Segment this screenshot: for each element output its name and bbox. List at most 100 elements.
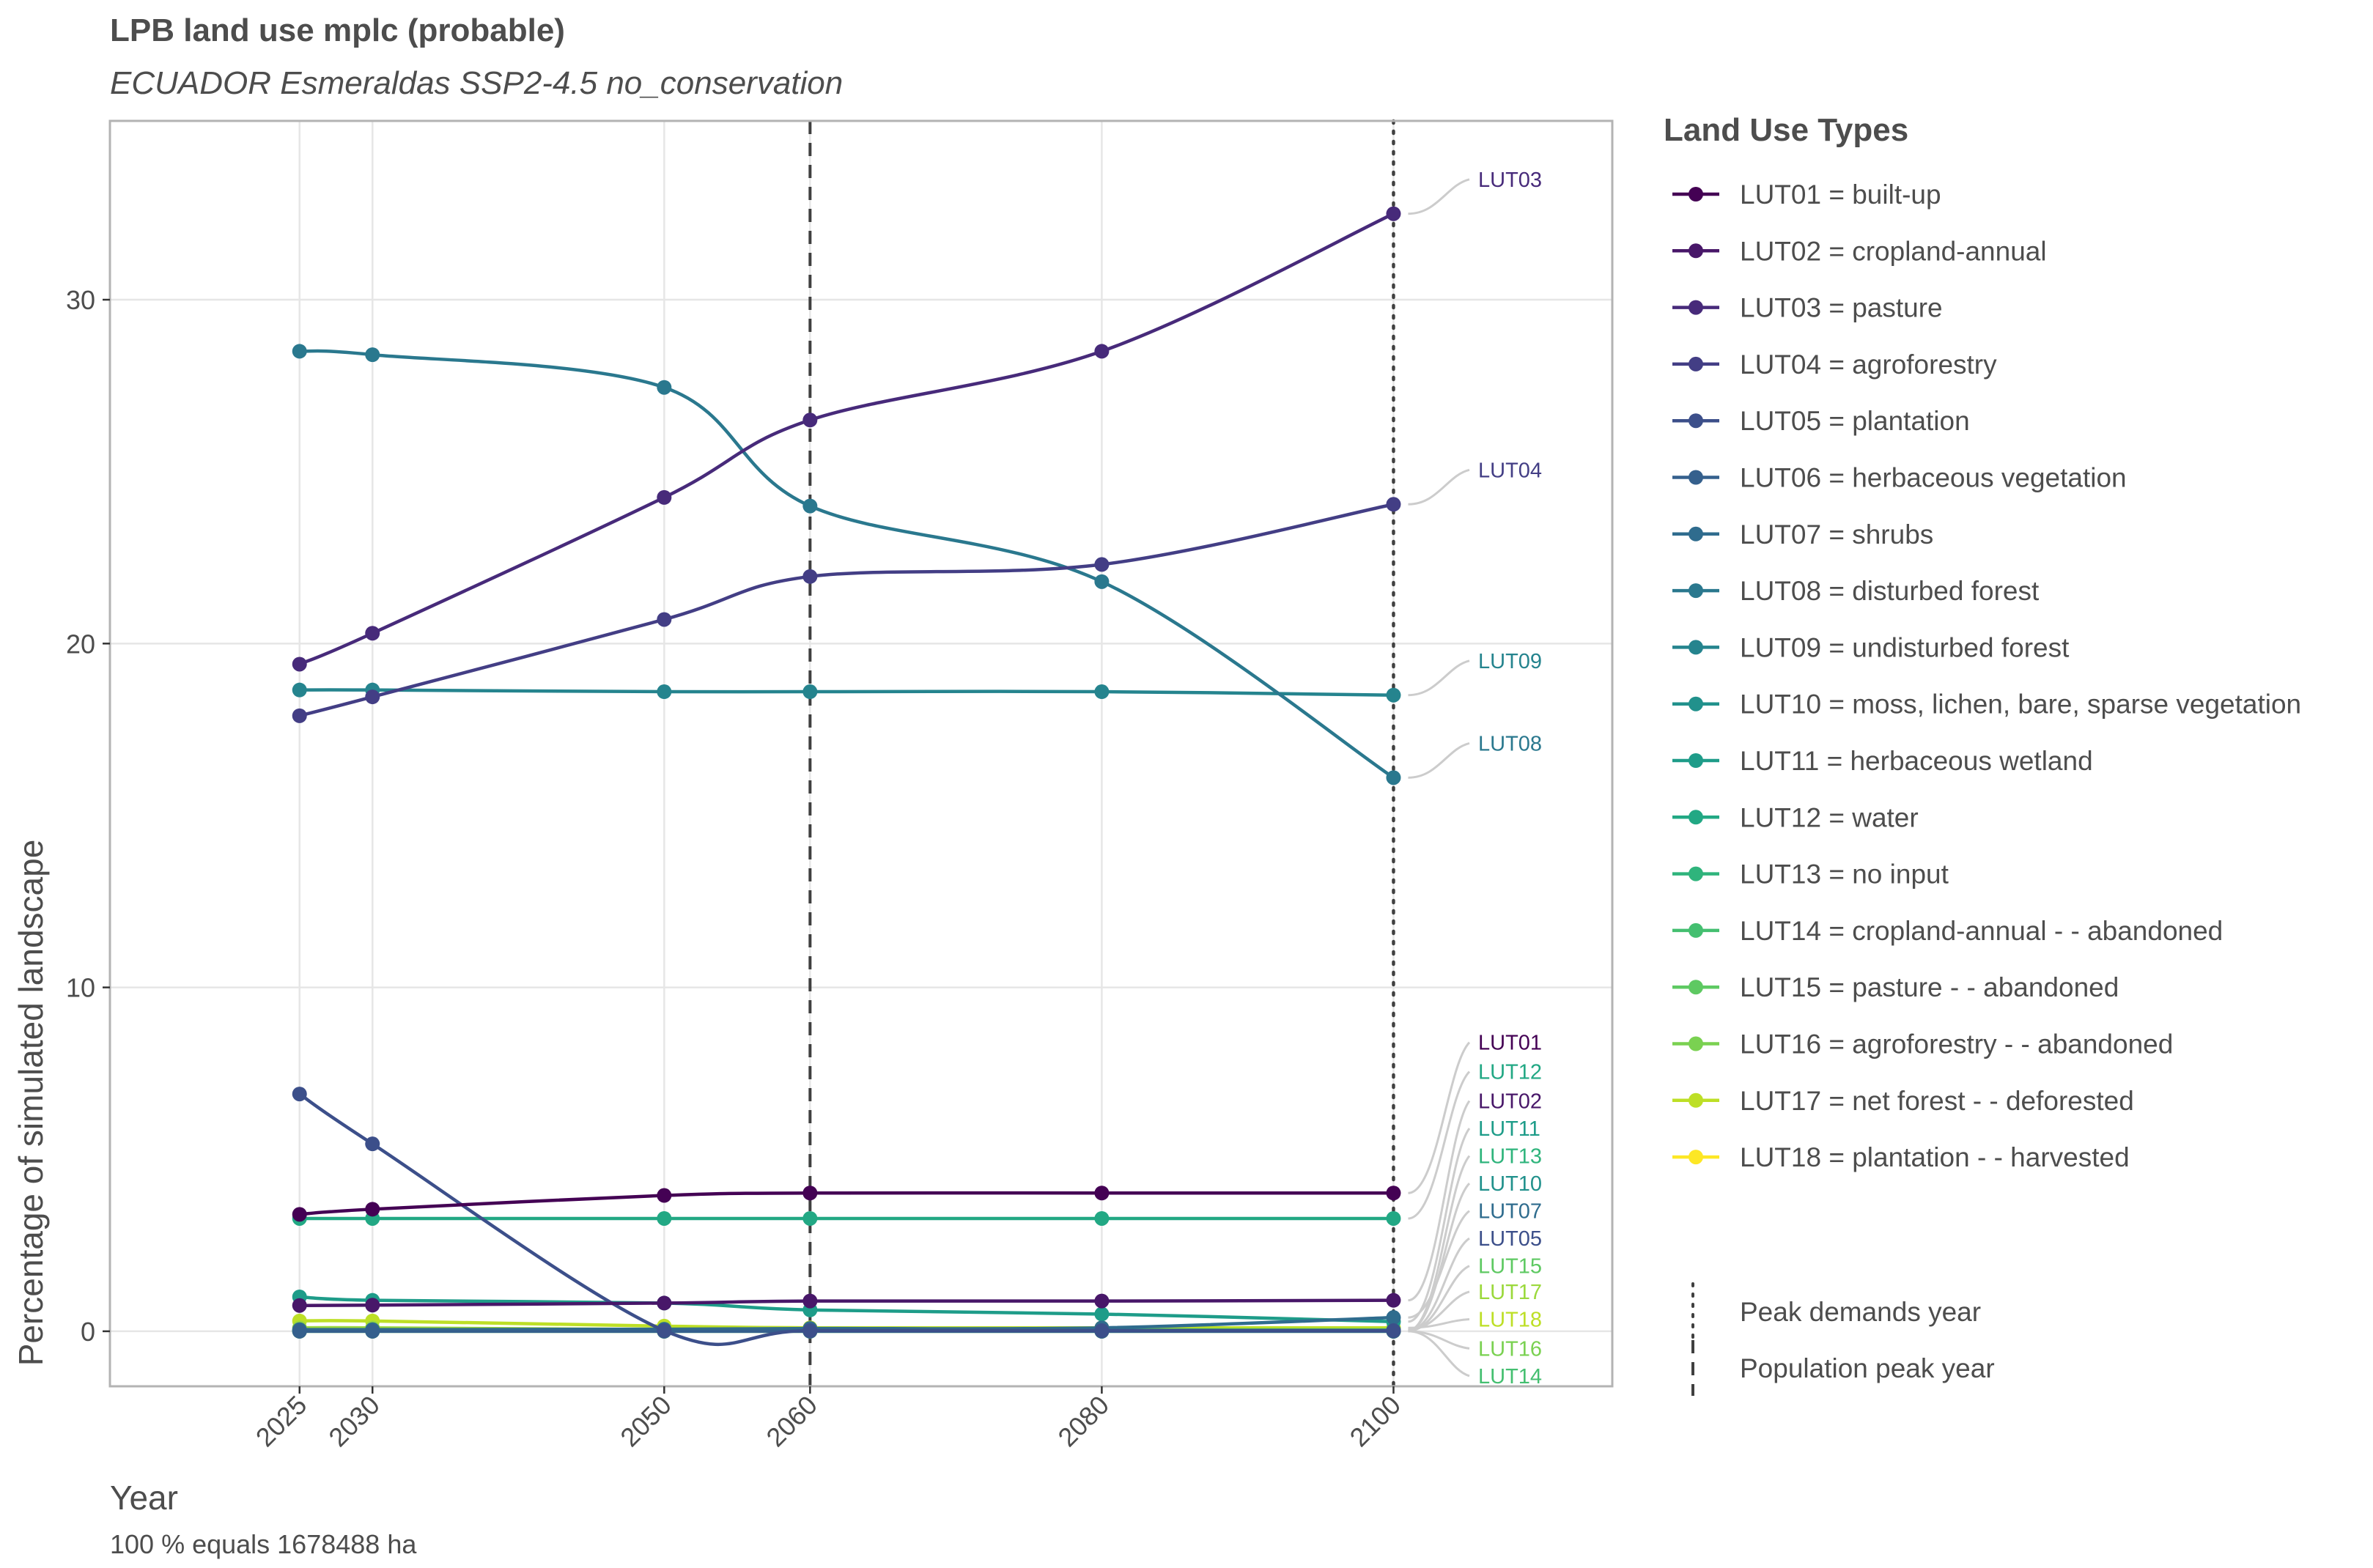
end-label-leaders [1408, 178, 1471, 1377]
legend-reference-label: Population peak year [1740, 1353, 1995, 1383]
series-lut04 [292, 497, 1401, 723]
end-label-lut11: LUT11 [1478, 1117, 1540, 1141]
data-point-lut01 [802, 1186, 818, 1201]
data-point-lut09 [1094, 684, 1110, 700]
end-label-lut04: LUT04 [1478, 459, 1542, 482]
data-point-lut03 [1386, 206, 1401, 221]
legend-item-lut13: LUT13 = no input [1672, 859, 1949, 890]
legend-item-lut03: LUT03 = pasture [1672, 293, 1943, 323]
series-line-lut11 [299, 1295, 1394, 1324]
legend-item-lut16: LUT16 = agroforestry - - abandoned [1672, 1029, 2173, 1059]
end-label-lut12: LUT12 [1478, 1061, 1542, 1084]
data-point-lut01 [1094, 1186, 1110, 1201]
leader-line-lut08 [1408, 742, 1470, 779]
end-label-lut07: LUT07 [1478, 1200, 1542, 1224]
data-point-lut08 [1094, 574, 1110, 589]
leader-line-lut16 [1408, 1330, 1470, 1350]
legend-item-lut15: LUT15 = pasture - - abandoned [1672, 972, 2119, 1002]
legend-key-point [1689, 866, 1703, 881]
legend-key-point [1689, 640, 1703, 655]
leader-line-lut02 [1408, 1100, 1471, 1302]
legend-item-lut14: LUT14 = cropland-annual - - abandoned [1672, 916, 2223, 946]
legend-key-point [1689, 980, 1703, 995]
legend-key-point [1689, 696, 1703, 711]
data-point-lut09 [657, 684, 672, 700]
data-point-lut03 [1094, 344, 1110, 359]
chart-subtitle: ECUADOR Esmeraldas SSP2-4.5 no_conservat… [110, 65, 843, 101]
data-point-lut02 [802, 1293, 818, 1309]
data-point-lut04 [1094, 557, 1110, 572]
legend-label: LUT16 = agroforestry - - abandoned [1740, 1029, 2173, 1059]
legend-item-lut10: LUT10 = moss, lichen, bare, sparse veget… [1672, 689, 2301, 720]
leader-line-lut01 [1408, 1041, 1471, 1194]
data-point-lut02 [365, 1298, 380, 1313]
legend-label: LUT09 = undisturbed forest [1740, 632, 2070, 662]
legend-label: LUT18 = plantation - - harvested [1740, 1142, 2130, 1172]
data-point-lut05 [292, 1087, 307, 1102]
data-point-lut12 [1386, 1210, 1401, 1226]
series-lut02 [292, 1293, 1401, 1313]
leader-line-lut11 [1408, 1128, 1471, 1323]
legend-key-point [1689, 753, 1703, 768]
data-point-lut08 [657, 380, 672, 395]
legend-reference-dotted: Peak demands year [1691, 1282, 1981, 1341]
legend-label: LUT01 = built-up [1740, 180, 1941, 210]
data-point-lut07 [1386, 1310, 1401, 1325]
y-tick-label: 10 [66, 973, 95, 1003]
legend-reference-label: Peak demands year [1740, 1297, 1981, 1327]
series-line-lut05 [298, 1092, 1394, 1347]
legend-title: Land Use Types [1664, 112, 1908, 148]
chart-caption: 100 % equals 1678488 ha [110, 1529, 417, 1559]
data-point-lut08 [1386, 770, 1401, 785]
data-point-lut01 [657, 1188, 672, 1203]
legend-item-lut08: LUT08 = disturbed forest [1672, 576, 2040, 606]
data-point-lut03 [657, 489, 672, 505]
data-point-lut03 [365, 626, 380, 641]
chart-title: LPB land use mplc (probable) [110, 12, 565, 48]
data-point-lut12 [802, 1210, 818, 1226]
legend-item-lut12: LUT12 = water [1672, 802, 1919, 832]
legend-reference-dashed: Population peak year [1691, 1340, 1995, 1396]
legend-key-point [1689, 470, 1703, 485]
legend-key-point [1689, 922, 1703, 938]
data-point-lut09 [802, 684, 818, 700]
data-point-lut05 [1386, 1323, 1401, 1338]
end-label-lut02: LUT02 [1478, 1090, 1542, 1113]
plot-panel-border [108, 119, 1614, 1388]
end-label-lut14: LUT14 [1478, 1365, 1542, 1388]
series-line-lut02 [299, 1298, 1394, 1307]
legend-label: LUT02 = cropland-annual [1740, 236, 2047, 266]
data-point-lut09 [292, 682, 307, 698]
series-lut03 [292, 206, 1401, 672]
data-point-lut01 [292, 1207, 307, 1222]
data-point-lut08 [365, 347, 380, 363]
series-line-lut09 [299, 688, 1394, 697]
legend-key-point [1689, 356, 1703, 371]
data-point-lut09 [1386, 687, 1401, 703]
legend-key-point [1689, 583, 1703, 599]
legend-label: LUT06 = herbaceous vegetation [1740, 463, 2127, 493]
data-point-lut04 [365, 689, 380, 705]
series-lut01 [292, 1186, 1401, 1222]
end-label-lut18: LUT18 [1478, 1308, 1542, 1331]
x-tick-label: 2100 [1343, 1390, 1406, 1453]
end-label-lut13: LUT13 [1478, 1145, 1542, 1169]
series-layer [292, 206, 1401, 1347]
x-tick-label: 2025 [250, 1390, 313, 1453]
end-label-lut16: LUT16 [1478, 1337, 1542, 1361]
y-axis-title: Percentage of simulated landscape [12, 840, 50, 1367]
data-point-lut06 [292, 1323, 307, 1339]
data-point-lut03 [802, 413, 818, 428]
leader-line-lut12 [1408, 1070, 1471, 1220]
legend-label: LUT03 = pasture [1740, 293, 1943, 323]
leader-line-lut13 [1408, 1155, 1471, 1332]
data-point-lut06 [365, 1323, 380, 1339]
series-line-lut08 [299, 349, 1395, 780]
end-labels: LUT01 LUT02 LUT03 LUT04 LUT05 LUT07 LUT08 LUT09… [1478, 169, 1542, 1388]
y-tick-label: 20 [66, 629, 95, 659]
y-axis-ticks: 0 10 20 30 [66, 285, 110, 1347]
legend-item-lut11: LUT11 = herbaceous wetland [1672, 746, 2093, 776]
legend-item-lut05: LUT05 = plantation [1672, 406, 1970, 436]
series-line-lut01 [299, 1191, 1394, 1216]
